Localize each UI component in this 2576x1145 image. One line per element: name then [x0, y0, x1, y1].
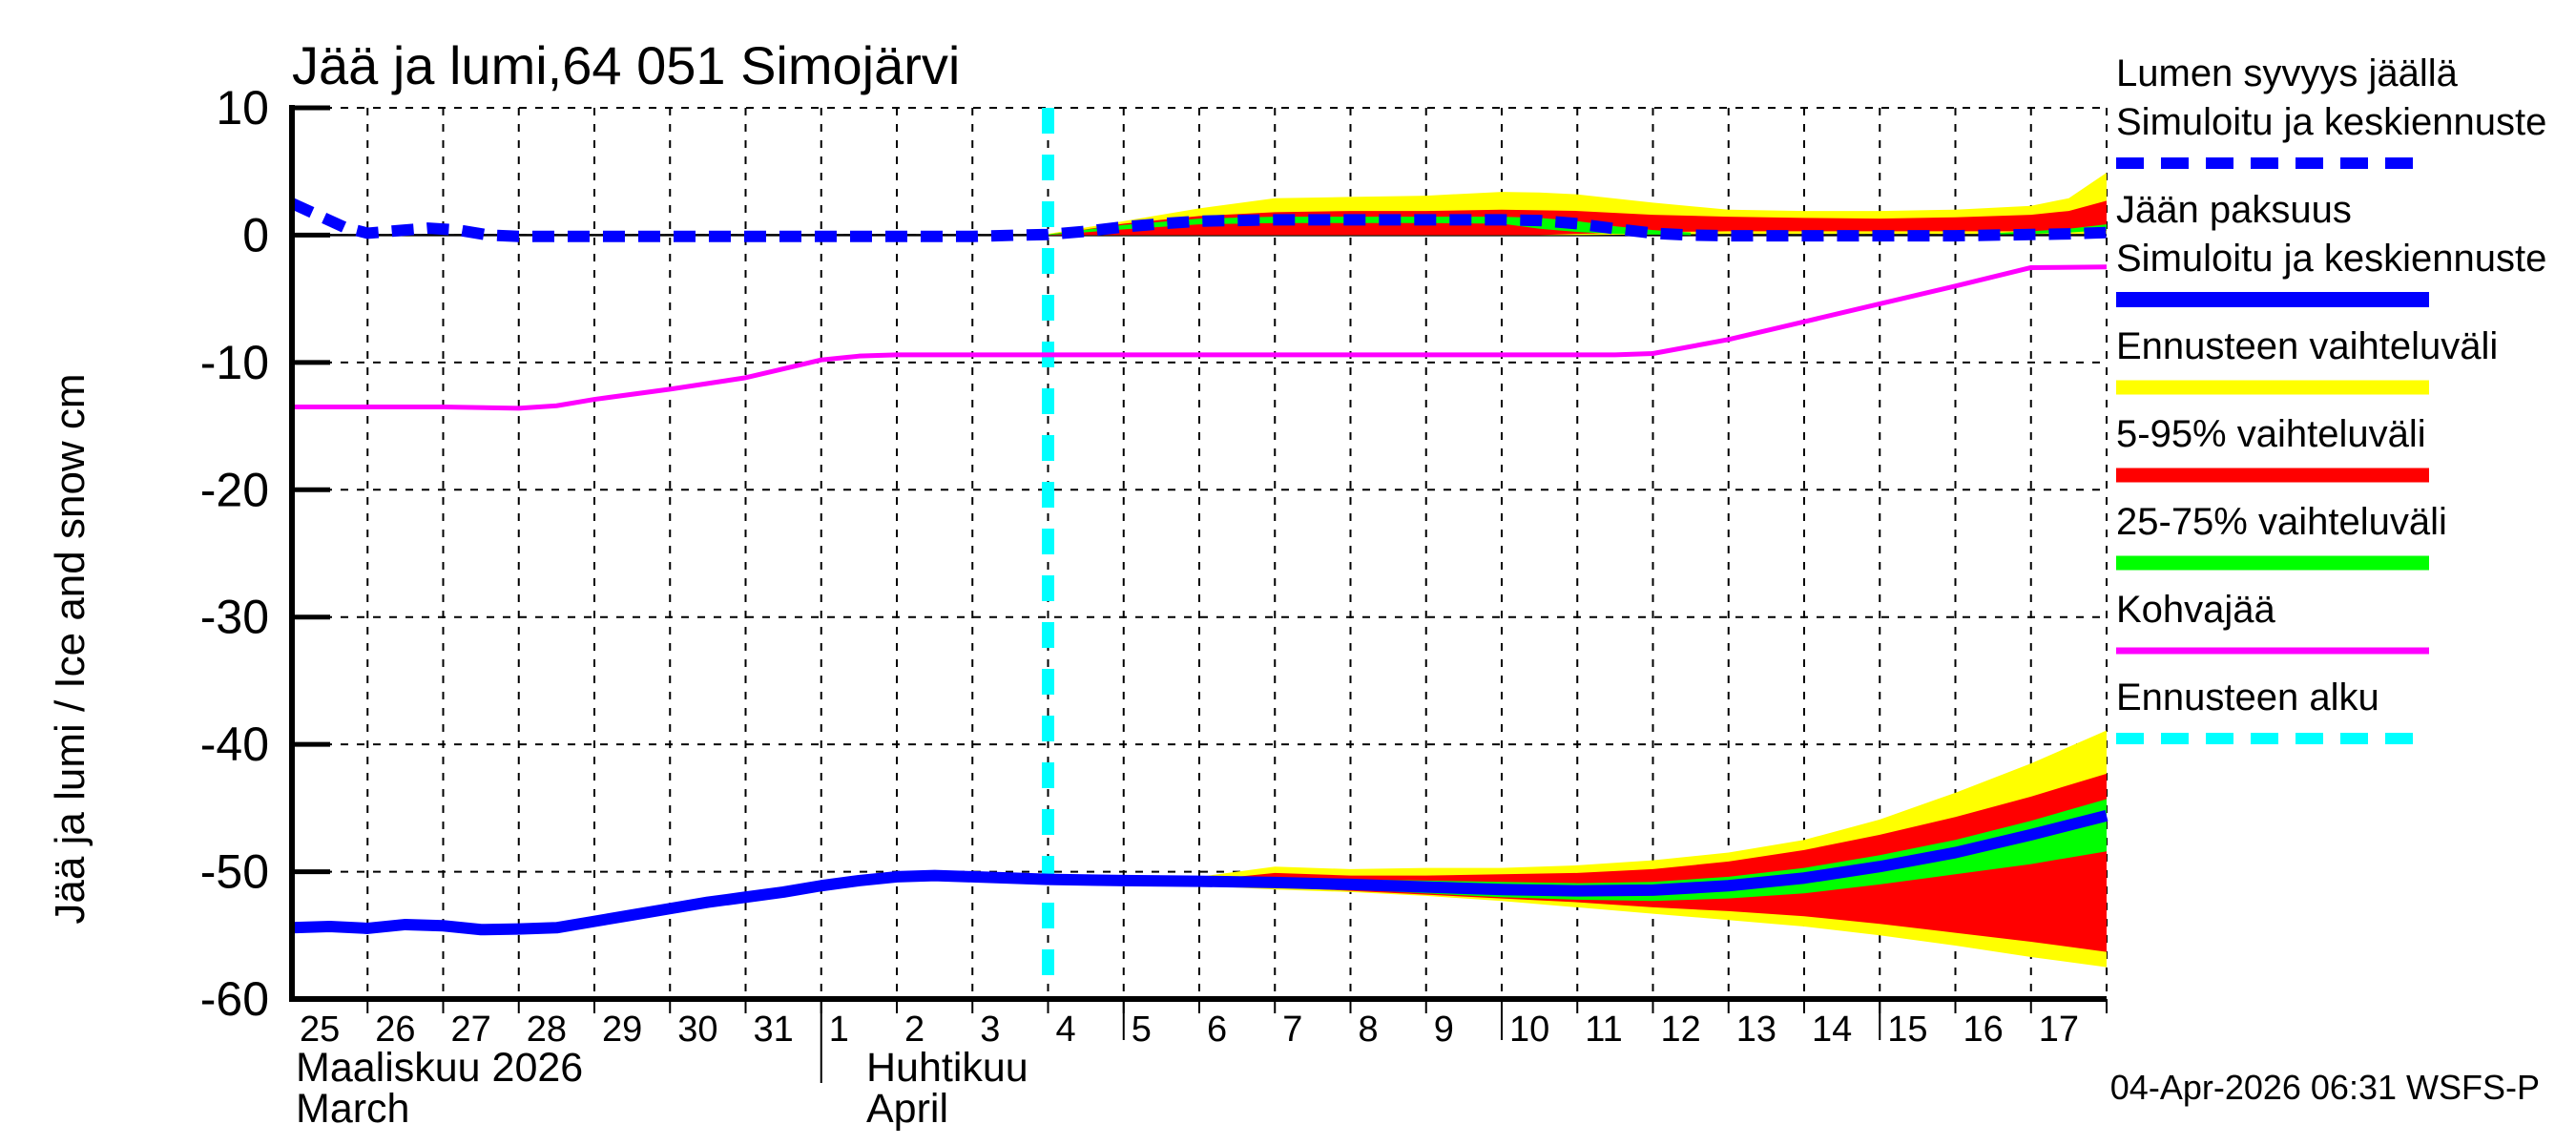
x-tick-label: 30 — [677, 1010, 717, 1050]
legend-item-ice-thickness-median: Jään paksuus Simuloitu ja keskiennuste — [2116, 189, 2546, 307]
line-snow-depth-median — [289, 198, 2108, 242]
y-tick-label: 10 — [216, 81, 269, 135]
x-tick-label: 9 — [1434, 1010, 1454, 1050]
chart-title: Jää ja lumi,64 051 Simojärvi — [292, 35, 960, 95]
timestamp: 04-Apr-2026 06:31 WSFS-P — [2110, 1068, 2540, 1107]
x-tick-label: 26 — [375, 1010, 415, 1050]
x-tick-label: 6 — [1207, 1010, 1227, 1050]
x-axis-month-labels: Maaliskuu 2026 March Huhtikuu April — [296, 1045, 1028, 1132]
month-label-april-en: April — [866, 1086, 948, 1132]
x-tick-label: 12 — [1661, 1010, 1701, 1050]
x-tick-label: 8 — [1359, 1010, 1379, 1050]
x-tick-label: 17 — [2039, 1010, 2079, 1050]
x-tick-label: 28 — [527, 1010, 567, 1050]
legend-label: Jään paksuus — [2116, 189, 2352, 231]
y-tick-label: 0 — [242, 208, 269, 261]
line-kohvajaa — [292, 264, 2108, 411]
legend-item-range-25-75: 25-75% vaihteluväli — [2116, 501, 2447, 571]
x-tick-label: 1 — [829, 1010, 849, 1050]
axis-layer — [289, 105, 2108, 1083]
x-tick-label: 10 — [1509, 1010, 1549, 1050]
y-tick-label: -50 — [200, 845, 269, 899]
legend-label: 25-75% vaihteluväli — [2116, 501, 2447, 543]
legend-item-range-5-95: 5-95% vaihteluväli — [2116, 413, 2429, 483]
y-axis-label: Jää ja lumi / Ice and snow cm — [47, 373, 93, 924]
x-tick-label: 29 — [602, 1010, 642, 1050]
band-ice-5-95 — [1236, 773, 2107, 952]
series-layer — [289, 108, 2109, 999]
legend-label: Ennusteen alku — [2116, 677, 2379, 718]
y-tick-label: -60 — [200, 972, 269, 1026]
y-tick-label: -20 — [200, 463, 269, 516]
legend-item-kohvajaa: Kohvajää — [2116, 589, 2429, 655]
legend-label: 5-95% vaihteluväli — [2116, 413, 2426, 455]
x-tick-label: 25 — [300, 1010, 340, 1050]
band-ice-25-75 — [1275, 799, 2107, 902]
y-tick-label: -10 — [200, 336, 269, 389]
x-tick-label: 11 — [1585, 1010, 1622, 1050]
legend-item-forecast-range: Ennusteen vaihteluväli — [2116, 325, 2498, 395]
y-tick-label: -40 — [200, 718, 269, 771]
legend-item-forecast-start: Ennusteen alku — [2116, 677, 2429, 744]
line-ice-thickness-median — [291, 810, 2109, 936]
x-tick-label: 7 — [1282, 1010, 1302, 1050]
month-label-march-fi: Maaliskuu 2026 — [296, 1045, 583, 1091]
x-tick-label: 15 — [1887, 1010, 1927, 1050]
x-tick-label: 3 — [980, 1010, 1000, 1050]
legend-label: Lumen syvyys jäällä — [2116, 52, 2459, 94]
x-tick-label: 14 — [1812, 1010, 1852, 1050]
legend: Lumen syvyys jäällä Simuloitu ja keskienn… — [2116, 52, 2546, 744]
x-tick-label: 27 — [451, 1010, 491, 1050]
month-label-march-en: March — [296, 1086, 409, 1132]
x-tick-label: 16 — [1963, 1010, 2004, 1050]
x-tick-label: 13 — [1736, 1010, 1776, 1050]
x-tick-label: 31 — [754, 1010, 794, 1050]
x-tick-label: 5 — [1132, 1010, 1152, 1050]
legend-label: Kohvajää — [2116, 589, 2276, 631]
legend-label: Simuloitu ja keskiennuste — [2116, 238, 2546, 280]
y-tick-label: -30 — [200, 591, 269, 644]
legend-label: Simuloitu ja keskiennuste — [2116, 101, 2546, 143]
x-tick-label: 4 — [1056, 1010, 1076, 1050]
x-tick-label: 2 — [904, 1010, 924, 1050]
legend-item-snow-depth-median: Lumen syvyys jäällä Simuloitu ja keskienn… — [2116, 52, 2546, 169]
month-label-april-fi: Huhtikuu — [866, 1045, 1028, 1091]
legend-label: Ennusteen vaihteluväli — [2116, 325, 2498, 367]
